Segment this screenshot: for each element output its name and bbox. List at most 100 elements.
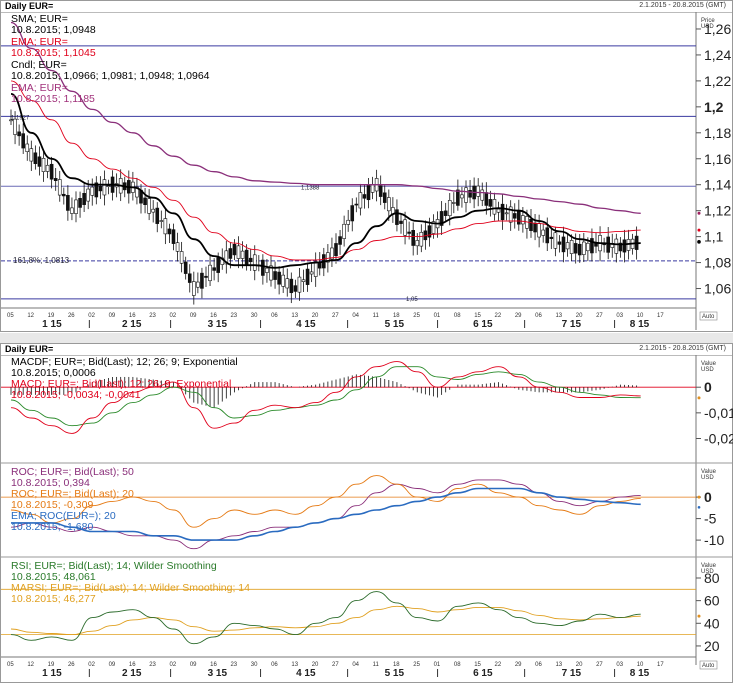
candle-body	[57, 179, 62, 196]
candle-body	[236, 245, 241, 259]
candle-body	[163, 218, 168, 235]
x-month-label: 4 15	[296, 668, 316, 679]
candle-body	[382, 192, 387, 203]
x-month-label: 6 15	[473, 319, 493, 330]
candle-body	[90, 186, 95, 196]
candle-body	[204, 275, 208, 278]
y-tick-label: 1,06	[704, 281, 731, 297]
roc-y-tick: 0	[704, 489, 712, 505]
roc-y-tick: -10	[704, 532, 724, 548]
candle-body	[62, 193, 66, 197]
candle-body	[147, 198, 151, 214]
roc-legend-line1-1: ROC; EUR=; Bid(Last); 20	[11, 488, 134, 500]
candle-body	[313, 261, 318, 277]
candle-body	[265, 267, 269, 273]
price-unit-label: Price	[701, 18, 715, 24]
x-day-tick: 05	[7, 313, 14, 319]
macd-legend-line1-1: MACD; EUR=; Bid(Last); 12; 26; 9; Expone…	[11, 378, 231, 390]
legend-line2-0: 10.8.2015; 1,0948	[11, 24, 96, 36]
rsi-unit-usd: USD	[701, 569, 714, 575]
x-day-tick: 20	[312, 662, 319, 668]
price-panel: Daily EUR= 2.1.2015 - 20.8.2015 (GMT) Pr…	[0, 0, 733, 332]
candle-body	[500, 203, 505, 221]
candle-body	[395, 209, 399, 225]
x-day-tick: 09	[109, 313, 116, 319]
x-day-tick: 25	[413, 662, 420, 668]
x-day-tick: 08	[454, 662, 461, 668]
indicator-panel-date-range: 2.1.2015 - 20.8.2015 (GMT)	[639, 345, 726, 352]
x-day-tick: 02	[170, 662, 177, 668]
rsi-legend-line2-1: 10.8.2015; 46,277	[11, 593, 96, 605]
candle-body	[618, 242, 623, 252]
candle-body	[460, 194, 464, 199]
candle-body	[415, 240, 420, 247]
x-day-tick: 13	[555, 662, 562, 668]
x-day-tick: 23	[230, 662, 237, 668]
candle-body	[98, 186, 103, 192]
candle-body	[309, 271, 314, 275]
candle-body	[70, 207, 74, 214]
x-day-tick: 20	[576, 662, 583, 668]
candle-body	[285, 278, 290, 289]
roc-legend-line1-0: ROC; EUR=; Bid(Last); 50	[11, 466, 134, 478]
rsi-unit: Value	[701, 563, 717, 569]
roc-legend-line2-1: 10.8.2015; -0,309	[11, 499, 93, 511]
x-day-tick: 27	[596, 662, 603, 668]
indicator-panel-title: Daily EUR=	[5, 344, 54, 354]
roc-ema-line	[11, 487, 641, 541]
macd-unit: Value	[701, 361, 717, 367]
candle-body	[622, 239, 627, 253]
candle-body	[537, 222, 541, 238]
x-day-tick: 17	[657, 313, 664, 319]
x-day-tick: 18	[393, 662, 400, 668]
x-day-tick: 10	[637, 662, 644, 668]
candle-body	[545, 227, 550, 244]
x-day-tick: 22	[495, 313, 502, 319]
x-day-tick: 06	[535, 662, 542, 668]
candle-body	[362, 194, 367, 199]
candle-body	[208, 264, 212, 282]
macd-unit-usd: USD	[701, 367, 714, 373]
candle-body	[171, 229, 176, 244]
x-day-tick: 03	[616, 313, 623, 319]
x-day-tick: 16	[210, 662, 217, 668]
rsi-y-tick: 40	[704, 615, 720, 631]
candle-body	[330, 247, 334, 260]
roc20-line	[10, 475, 641, 528]
x-day-tick: 04	[352, 662, 359, 668]
candle-body	[74, 199, 78, 214]
candle-body	[590, 238, 594, 254]
candle-body	[86, 188, 90, 202]
macd-legend-line1-0: MACDF; EUR=; Bid(Last); 12; 26; 9; Expon…	[11, 356, 238, 368]
candle-body	[187, 273, 192, 283]
x-day-tick: 06	[535, 313, 542, 319]
x-day-tick: 26	[68, 313, 75, 319]
x-day-tick: 05	[7, 662, 14, 668]
fib-label-1618: 161,8%; 1,0813	[13, 256, 70, 265]
x-day-tick: 18	[393, 313, 400, 319]
candle-body	[326, 252, 330, 263]
candle-body	[261, 259, 265, 276]
x-month-label: 7 15	[562, 319, 582, 330]
candle-body	[82, 193, 86, 205]
legend-line1-1: EMA; EUR=	[11, 36, 68, 48]
x-day-tick: 30	[251, 313, 258, 319]
candle-body	[151, 208, 155, 213]
x-month-label: 7 15	[562, 668, 582, 679]
candle-body	[407, 231, 411, 234]
x-day-tick: 12	[27, 662, 34, 668]
x-day-tick: 02	[88, 313, 95, 319]
candle-body	[94, 182, 99, 198]
y-tick-label: 1,24	[704, 47, 731, 63]
candle-body	[480, 189, 485, 201]
candle-body	[200, 272, 204, 289]
candle-body	[224, 250, 229, 265]
candle-body	[346, 219, 350, 225]
marsi-line	[10, 605, 641, 636]
roc-legend-line1-2: EMA; ROC(EUR=); 20	[11, 510, 116, 522]
macd-y-tick: 0	[704, 379, 712, 395]
macd-legend-line2-1: 10.8.2015; -0,0034; -0,0041	[11, 389, 141, 401]
macd-legend-line2-0: 10.8.2015; 0,0006	[11, 367, 96, 379]
